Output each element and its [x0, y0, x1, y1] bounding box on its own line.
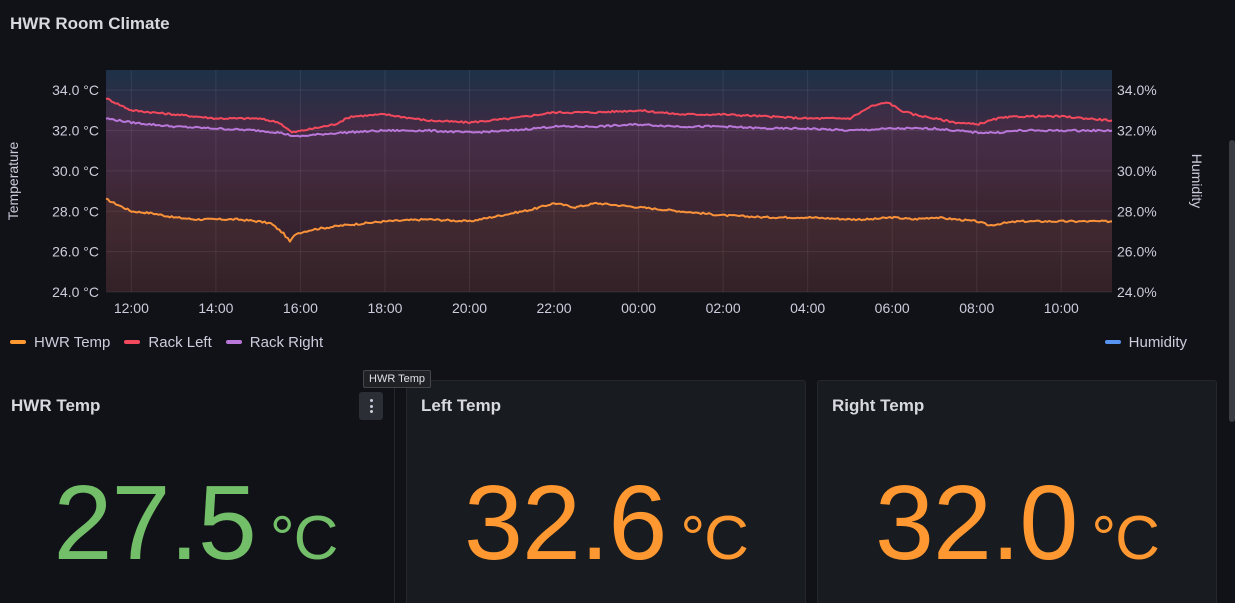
series-line-rack-left: [105, 97, 1113, 134]
legend-label-hwr-temp: HWR Temp: [34, 333, 111, 351]
stat-value-right-temp: 32.0 °C: [818, 463, 1216, 584]
stat-panel-left-temp: Left Temp 32.6 °C: [406, 380, 806, 603]
legend-label-humidity: Humidity: [1128, 333, 1187, 351]
x-tick-label: 10:00: [1044, 300, 1079, 316]
legend-right: Humidity: [1104, 332, 1187, 352]
stat-title-hwr-temp[interactable]: HWR Temp: [11, 396, 101, 415]
x-tick-label: 04:00: [790, 300, 825, 316]
y-left-tick-label: 28.0 °C: [52, 203, 99, 219]
series-line-rack-right: [105, 117, 1113, 138]
x-tick-label: 12:00: [114, 300, 149, 316]
legend-swatch-rack-right: [225, 340, 242, 344]
legend-item-rack-left[interactable]: Rack Left: [124, 333, 212, 351]
y-left-tick-label: 24.0 °C: [52, 284, 99, 300]
kebab-dot-icon: [369, 409, 373, 413]
y-left-tick-label: 30.0 °C: [52, 163, 99, 179]
x-tick-label: 00:00: [621, 300, 656, 316]
x-tick-label: 02:00: [706, 300, 741, 316]
y-left-tick-label: 34.0 °C: [52, 82, 99, 98]
legend-swatch-hwr-temp: [10, 340, 26, 344]
plot-area: [106, 70, 1112, 292]
stat-value-left-temp: 32.6 °C: [407, 463, 805, 584]
legend-item-hwr-temp[interactable]: HWR Temp: [10, 334, 110, 351]
y-right-tick-label: 24.0%: [1117, 284, 1157, 300]
legend-item-rack-right[interactable]: Rack Right: [225, 333, 324, 351]
x-tick-label: 16:00: [283, 300, 318, 316]
x-tick-label: 06:00: [875, 300, 910, 316]
legend-item-humidity[interactable]: Humidity: [1104, 333, 1187, 351]
y-left-axis-title: Temperature: [5, 141, 21, 220]
series-line-hwr-temp: [105, 197, 1113, 243]
y-right-tick-label: 30.0%: [1117, 163, 1157, 179]
climate-chart[interactable]: 34.0 °C 32.0 °C 30.0 °C 28.0 °C 26.0 °C 24.0 …: [0, 0, 1235, 330]
stat-unit-right-temp: °C: [1091, 504, 1160, 573]
stat-title-left-temp[interactable]: Left Temp: [421, 396, 501, 415]
stat-number-hwr-temp: 27.5: [53, 464, 257, 582]
legend-swatch-humidity: [1104, 340, 1121, 344]
y-right-tick-label: 26.0%: [1117, 244, 1157, 260]
stat-value-hwr-temp: 27.5 °C: [0, 463, 394, 584]
legend-label-rack-left: Rack Left: [148, 333, 212, 351]
legend-label-rack-right: Rack Right: [249, 333, 324, 351]
stat-panel-right-temp: Right Temp 32.0 °C: [817, 380, 1217, 603]
legend-swatch-rack-left: [124, 340, 141, 344]
y-right-tick-label: 32.0%: [1117, 123, 1157, 139]
y-right-axis-title: Humidity: [1189, 154, 1205, 208]
series-fill-hwr-temp: [106, 198, 1112, 292]
stat-unit-hwr-temp: °C: [269, 504, 339, 573]
tooltip: HWR Temp: [363, 370, 432, 388]
y-left-tick-label: 26.0 °C: [52, 244, 99, 260]
kebab-dot-icon: [369, 399, 373, 403]
x-tick-label: 08:00: [959, 300, 994, 316]
panel-title[interactable]: HWR Room Climate: [10, 14, 170, 33]
series-fill-rack-right: [106, 118, 1112, 292]
y-left-tick-label: 32.0 °C: [52, 123, 99, 139]
series-fill-rack-left: [106, 98, 1112, 292]
kebab-dot-icon: [369, 404, 373, 408]
panel-menu-button[interactable]: [359, 392, 383, 420]
x-tick-label: 20:00: [452, 300, 487, 316]
x-tick-label: 22:00: [537, 300, 572, 316]
x-tick-label: 18:00: [367, 300, 402, 316]
legend-left: HWR Temp Rack Left Rack Right: [10, 332, 337, 352]
x-tick-label: 14:00: [198, 300, 233, 316]
stat-number-left-temp: 32.6: [464, 464, 667, 582]
stat-number-right-temp: 32.0: [875, 464, 1078, 582]
y-right-tick-label: 28.0%: [1117, 203, 1157, 219]
scrollbar[interactable]: [1229, 140, 1235, 422]
stat-panel-hwr-temp: HWR Temp 27.5 °C: [0, 380, 395, 603]
stat-title-right-temp[interactable]: Right Temp: [832, 396, 925, 415]
stat-unit-left-temp: °C: [680, 504, 749, 573]
y-right-tick-label: 34.0%: [1117, 82, 1157, 98]
